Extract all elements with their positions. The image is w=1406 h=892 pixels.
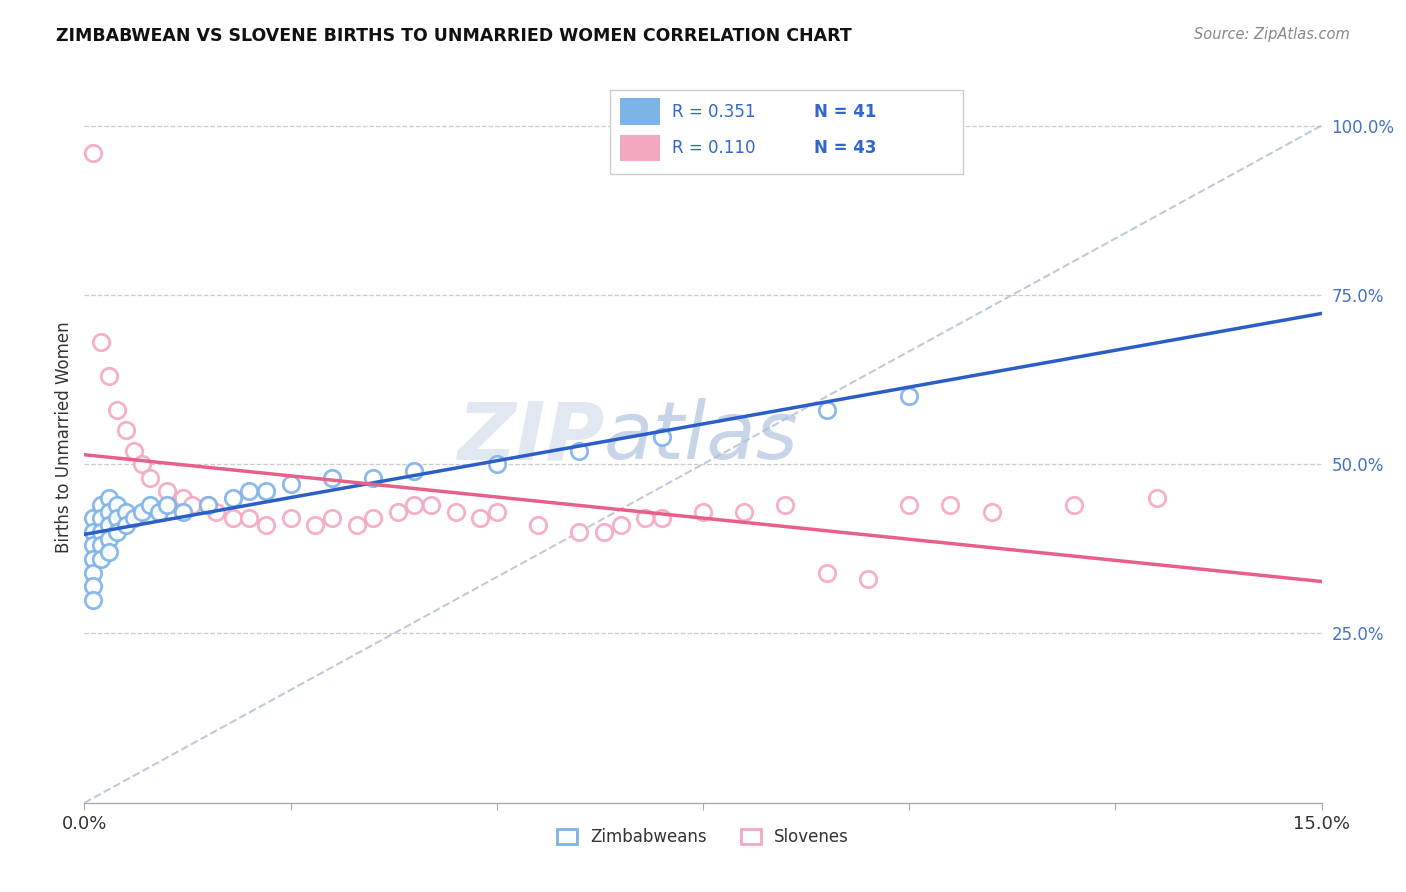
Point xyxy=(238,484,260,499)
Point xyxy=(114,505,136,519)
Point xyxy=(148,505,170,519)
Point xyxy=(98,545,121,559)
Point xyxy=(444,505,467,519)
Point xyxy=(114,518,136,533)
Point xyxy=(90,335,112,350)
Point xyxy=(775,498,797,512)
Point xyxy=(197,498,219,512)
Point xyxy=(856,572,879,586)
Point xyxy=(82,592,104,607)
Point xyxy=(180,498,202,512)
Point xyxy=(122,443,145,458)
Point xyxy=(939,498,962,512)
Point xyxy=(361,471,384,485)
Point xyxy=(304,518,326,533)
Point xyxy=(131,505,153,519)
Point xyxy=(156,498,179,512)
Text: R = 0.110: R = 0.110 xyxy=(672,139,755,157)
Point xyxy=(131,457,153,471)
Point xyxy=(404,498,426,512)
Text: ZIMBABWEAN VS SLOVENE BIRTHS TO UNMARRIED WOMEN CORRELATION CHART: ZIMBABWEAN VS SLOVENE BIRTHS TO UNMARRIE… xyxy=(56,27,852,45)
Point xyxy=(114,423,136,437)
Y-axis label: Births to Unmarried Women: Births to Unmarried Women xyxy=(55,321,73,553)
Point xyxy=(98,532,121,546)
Point xyxy=(898,498,921,512)
Point xyxy=(82,511,104,525)
Point xyxy=(90,511,112,525)
Point xyxy=(172,491,194,505)
Text: R = 0.351: R = 0.351 xyxy=(672,103,755,120)
Point xyxy=(222,491,245,505)
Point xyxy=(980,505,1002,519)
Point xyxy=(419,498,441,512)
Point xyxy=(346,518,368,533)
Point xyxy=(898,389,921,403)
Point xyxy=(1146,491,1168,505)
Text: N = 41: N = 41 xyxy=(814,103,877,120)
Point xyxy=(280,477,302,491)
Point xyxy=(105,498,128,512)
Point xyxy=(254,484,277,499)
Point xyxy=(82,145,104,160)
Point xyxy=(254,518,277,533)
Point xyxy=(692,505,714,519)
Point xyxy=(815,403,838,417)
Point xyxy=(527,518,550,533)
Point xyxy=(238,511,260,525)
Point xyxy=(139,498,162,512)
Point xyxy=(197,498,219,512)
Point xyxy=(90,498,112,512)
Point xyxy=(82,552,104,566)
Point xyxy=(733,505,755,519)
Point xyxy=(321,471,343,485)
Point xyxy=(651,430,673,444)
Point xyxy=(98,369,121,384)
Point xyxy=(205,505,228,519)
Point xyxy=(634,511,657,525)
Legend: Zimbabweans, Slovenes: Zimbabweans, Slovenes xyxy=(551,822,855,853)
Point xyxy=(172,505,194,519)
Point xyxy=(156,484,179,499)
Point xyxy=(82,579,104,593)
Point xyxy=(139,471,162,485)
Point xyxy=(98,491,121,505)
Point xyxy=(609,518,631,533)
Point xyxy=(815,566,838,580)
Point xyxy=(485,505,508,519)
Point xyxy=(82,524,104,539)
Point xyxy=(568,443,591,458)
Point xyxy=(222,511,245,525)
Point xyxy=(82,566,104,580)
Point xyxy=(90,552,112,566)
Text: ZIP: ZIP xyxy=(457,398,605,476)
Point xyxy=(485,457,508,471)
Point xyxy=(90,538,112,552)
Point xyxy=(651,511,673,525)
Point xyxy=(90,524,112,539)
FancyBboxPatch shape xyxy=(620,98,659,125)
Point xyxy=(387,505,409,519)
FancyBboxPatch shape xyxy=(620,135,659,161)
Point xyxy=(105,511,128,525)
Text: N = 43: N = 43 xyxy=(814,139,877,157)
Text: Source: ZipAtlas.com: Source: ZipAtlas.com xyxy=(1194,27,1350,42)
Point xyxy=(105,524,128,539)
Point xyxy=(98,518,121,533)
Point xyxy=(105,403,128,417)
Text: atlas: atlas xyxy=(605,398,799,476)
Point xyxy=(404,464,426,478)
Point xyxy=(568,524,591,539)
FancyBboxPatch shape xyxy=(610,90,963,174)
Point xyxy=(361,511,384,525)
Point xyxy=(470,511,492,525)
Point xyxy=(1063,498,1085,512)
Point xyxy=(122,511,145,525)
Point xyxy=(593,524,616,539)
Point xyxy=(98,505,121,519)
Point xyxy=(82,538,104,552)
Point xyxy=(280,511,302,525)
Point xyxy=(321,511,343,525)
